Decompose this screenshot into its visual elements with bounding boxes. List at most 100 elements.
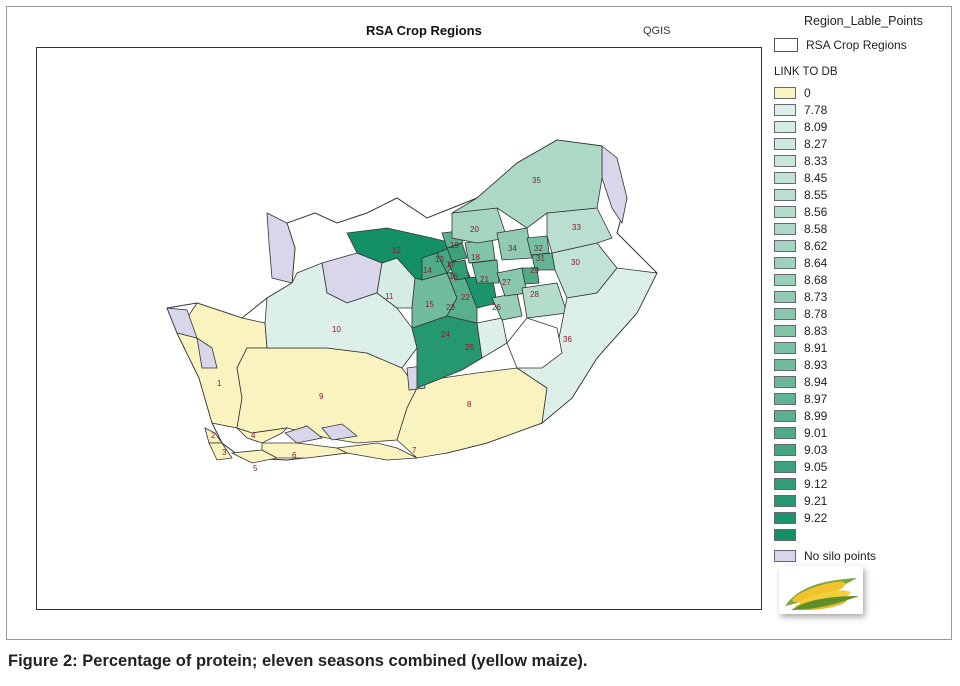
legend-swatch bbox=[774, 460, 796, 473]
legend-item: 9.21 bbox=[774, 492, 876, 509]
legend-swatch bbox=[774, 426, 796, 439]
legend-label: 7.78 bbox=[804, 102, 828, 117]
legend-label: 9.22 bbox=[804, 510, 828, 525]
legend-swatch bbox=[774, 290, 796, 303]
legend-swatch bbox=[774, 549, 796, 562]
legend-swatch bbox=[774, 494, 796, 507]
legend-swatch bbox=[774, 409, 796, 422]
legend-swatch bbox=[774, 273, 796, 286]
no-silo-west-coast bbox=[196, 337, 218, 369]
legend-swatch bbox=[774, 324, 796, 337]
lesotho bbox=[506, 317, 563, 369]
legend-swatch bbox=[774, 511, 796, 524]
rsa-map: 1 2 3 4 5 6 7 8 9 10 11 12 13 14 15 16 1… bbox=[166, 139, 658, 473]
region-label: 14 bbox=[423, 266, 432, 275]
map-title: RSA Crop Regions bbox=[366, 23, 482, 38]
legend-label: 9.21 bbox=[804, 493, 828, 508]
region-label: 18 bbox=[471, 253, 480, 262]
region-labels: 1 2 3 4 5 6 7 8 9 10 11 12 13 14 15 16 1… bbox=[211, 176, 581, 473]
legend-item: 9.05 bbox=[774, 458, 876, 475]
no-silo-south-1 bbox=[284, 425, 323, 444]
region-label: 6 bbox=[292, 451, 297, 460]
region-label: 8 bbox=[467, 400, 472, 409]
region-label: 11 bbox=[385, 292, 394, 301]
legend-item: 8.27 bbox=[774, 135, 876, 152]
legend-swatch bbox=[774, 239, 796, 252]
region-label: 29 bbox=[530, 266, 539, 275]
legend-swatch bbox=[774, 443, 796, 456]
legend-item: No silo points bbox=[774, 547, 876, 564]
legend-swatch bbox=[774, 528, 796, 541]
legend-swatch bbox=[774, 86, 796, 99]
legend-label: 8.78 bbox=[804, 306, 828, 321]
region-label: 20 bbox=[470, 225, 479, 234]
legend-swatch bbox=[774, 256, 796, 269]
region-label: 13 bbox=[435, 255, 444, 264]
region-21 bbox=[471, 259, 500, 284]
region-34 bbox=[496, 227, 533, 261]
legend-label: 9.01 bbox=[804, 425, 828, 440]
legend-crop-layer: RSA Crop Regions bbox=[774, 38, 907, 52]
legend-item: 8.55 bbox=[774, 186, 876, 203]
region-label: 4 bbox=[251, 431, 256, 440]
region-3 bbox=[208, 442, 233, 461]
legend-item bbox=[774, 526, 876, 543]
region-35 bbox=[451, 139, 603, 229]
legend-label: 8.09 bbox=[804, 119, 828, 134]
legend-header: Region_Lable_Points bbox=[804, 14, 923, 28]
region-label: 19 bbox=[450, 241, 459, 250]
legend-item: 0 bbox=[774, 84, 876, 101]
legend-label: 8.27 bbox=[804, 136, 828, 151]
legend-label: 8.94 bbox=[804, 374, 828, 389]
legend-group-title: LINK TO DB bbox=[774, 66, 838, 78]
region-7 bbox=[335, 442, 419, 461]
region-label: 34 bbox=[508, 244, 517, 253]
region-label: 3 bbox=[222, 448, 227, 457]
legend-label: 8.97 bbox=[804, 391, 828, 406]
legend-item: 8.91 bbox=[774, 339, 876, 356]
legend-item: 8.83 bbox=[774, 322, 876, 339]
legend-swatch bbox=[774, 38, 798, 52]
region-label: 10 bbox=[332, 325, 341, 334]
legend-swatch bbox=[774, 154, 796, 167]
region-6 bbox=[261, 442, 349, 459]
legend-label: No silo points bbox=[804, 548, 877, 563]
legend-item: 9.12 bbox=[774, 475, 876, 492]
region-label: 25 bbox=[465, 343, 474, 352]
legend-item: 8.97 bbox=[774, 390, 876, 407]
region-label: 16 bbox=[449, 272, 458, 281]
legend-item: 8.68 bbox=[774, 271, 876, 288]
legend-label: 8.91 bbox=[804, 340, 828, 355]
legend-swatch bbox=[774, 375, 796, 388]
region-label: 1 bbox=[217, 379, 222, 388]
legend-label: 9.12 bbox=[804, 476, 828, 491]
no-silo-south-2 bbox=[321, 423, 358, 441]
legend-item: 8.73 bbox=[774, 288, 876, 305]
region-label: 35 bbox=[532, 176, 541, 185]
legend-item: 8.58 bbox=[774, 220, 876, 237]
region-label: 26 bbox=[492, 303, 501, 312]
legend-item: 8.99 bbox=[774, 407, 876, 424]
region-label: 2 bbox=[211, 431, 216, 440]
region-label: 22 bbox=[461, 293, 470, 302]
region-29 bbox=[521, 267, 540, 285]
legend-swatch bbox=[774, 222, 796, 235]
legend-label: 8.93 bbox=[804, 357, 828, 372]
legend-item: 8.45 bbox=[774, 169, 876, 186]
legend-item: 9.03 bbox=[774, 441, 876, 458]
legend-label: 9.05 bbox=[804, 459, 828, 474]
legend-label: 8.64 bbox=[804, 255, 828, 270]
legend-label: 8.45 bbox=[804, 170, 828, 185]
region-4 bbox=[236, 427, 289, 444]
legend-item: 8.64 bbox=[774, 254, 876, 271]
legend-swatch bbox=[774, 205, 796, 218]
region-label: 5 bbox=[253, 464, 258, 473]
legend-label: 0 bbox=[804, 85, 811, 100]
region-label: 30 bbox=[571, 258, 580, 267]
legend-label: 9.03 bbox=[804, 442, 828, 457]
legend-label: 8.33 bbox=[804, 153, 828, 168]
legend-item: 8.94 bbox=[774, 373, 876, 390]
legend-swatch bbox=[774, 341, 796, 354]
region-label: 32 bbox=[534, 244, 543, 253]
legend-swatch bbox=[774, 477, 796, 490]
